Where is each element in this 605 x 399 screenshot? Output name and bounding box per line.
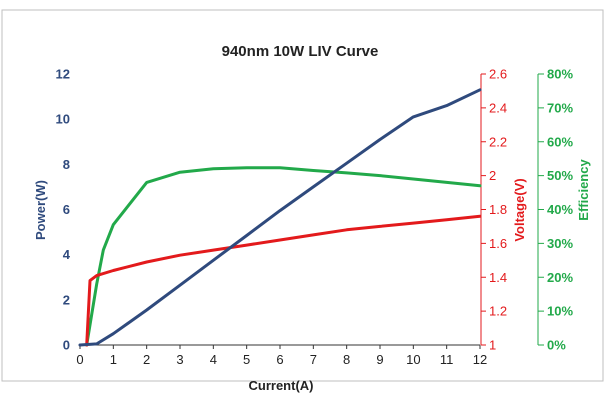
x-tick-label: 12: [473, 352, 487, 367]
x-tick-label: 9: [376, 352, 383, 367]
y2-tick-label: 2: [489, 168, 496, 183]
y2-axis-label: Voltage(V): [512, 178, 527, 241]
y2-tick-label: 2.2: [489, 134, 507, 149]
y-tick-label: 12: [56, 67, 70, 82]
y3-axis-label: Efficiency: [576, 159, 591, 221]
y-tick-label: 0: [63, 338, 70, 353]
x-tick-label: 10: [406, 352, 420, 367]
x-tick-label: 7: [310, 352, 317, 367]
y-tick-label: 6: [63, 202, 70, 217]
y3-tick-label: 50%: [547, 168, 573, 183]
power-series-line: [78, 88, 482, 347]
x-tick-label: 8: [343, 352, 350, 367]
y3-tick-label: 10%: [547, 304, 573, 319]
y-tick-label: 8: [63, 157, 70, 172]
y3-tick-label: 60%: [547, 134, 573, 149]
x-tick-label: 0: [76, 352, 83, 367]
y2-tick-label: 2.4: [489, 100, 507, 115]
series-layer: [78, 88, 482, 347]
x-axis-label: Current(A): [249, 378, 314, 393]
x-tick-label: 3: [176, 352, 183, 367]
y2-tick-label: 1.2: [489, 304, 507, 319]
y3-tick-label: 20%: [547, 270, 573, 285]
y-tick-label: 10: [56, 112, 70, 127]
y3-tick-label: 40%: [547, 202, 573, 217]
chart-title: 940nm 10W LIV Curve: [222, 43, 379, 60]
y-tick-label: 4: [63, 247, 71, 262]
y3-tick-label: 80%: [547, 67, 573, 82]
y3-tick-label: 30%: [547, 236, 573, 251]
y2-tick-label: 1: [489, 338, 496, 353]
y-axis-label: Power(W): [33, 180, 48, 240]
y3-tick-label: 70%: [547, 100, 573, 115]
y3-tick-label: 0%: [547, 338, 566, 353]
y2-tick-label: 1.6: [489, 236, 507, 251]
efficiency-series-line: [85, 166, 482, 347]
x-tick-label: 5: [243, 352, 250, 367]
voltage-series-line: [85, 214, 482, 347]
x-tick-label: 11: [440, 352, 454, 367]
x-tick-label: 4: [210, 352, 217, 367]
y2-tick-label: 2.6: [489, 67, 507, 82]
x-tick-label: 6: [276, 352, 283, 367]
axes-layer: 0 1 2 3 4 5 6 7 8 9 10 11 1202468101211.21.41.61.822…: [56, 67, 574, 368]
y2-tick-label: 1.8: [489, 202, 507, 217]
y-tick-label: 2: [63, 292, 70, 307]
y2-tick-label: 1.4: [489, 270, 507, 285]
x-tick-label: 1: [110, 352, 117, 367]
x-tick-label: 2: [143, 352, 150, 367]
